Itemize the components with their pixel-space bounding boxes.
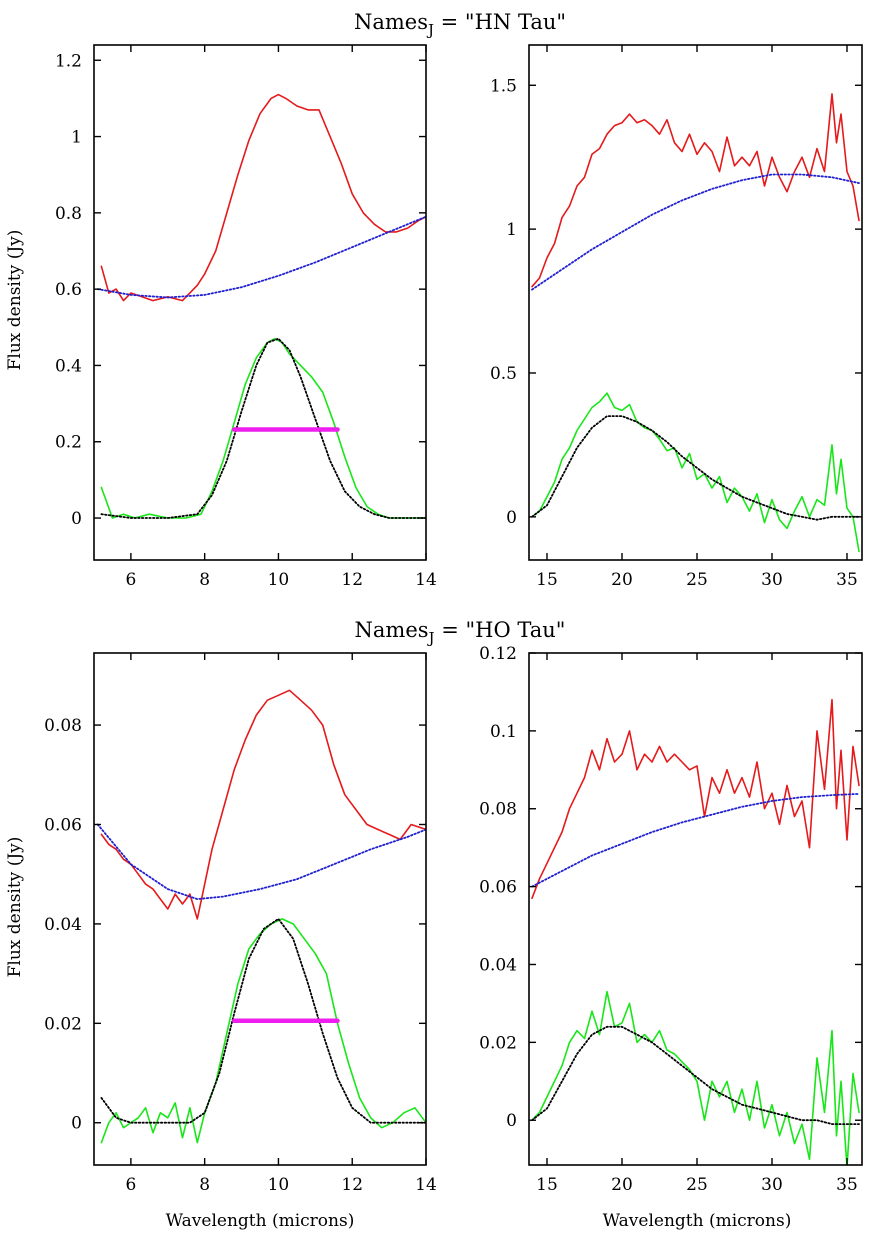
series-continuum — [531, 173, 860, 291]
y-tick-label: 0.02 — [479, 1033, 517, 1053]
panel-ho-tau-long: 15 20 25 30 35 0 0.02 0.04 0.06 0.08 0.1 0.12 — [479, 644, 863, 1195]
group-title-ho-tau: NamesJ = "HO Tau" — [355, 618, 566, 647]
series-continuum — [96, 823, 426, 900]
y-axis-label-top: Flux density (Jy) — [5, 230, 25, 371]
y-tick-label: 0.02 — [44, 1014, 82, 1034]
series-model — [100, 918, 426, 1124]
y-tick-label: 1 — [506, 220, 517, 240]
panel-hn-tau-long: 15 20 25 30 35 0 0.5 1 1.5 — [490, 44, 863, 590]
y-tick-label: 0.6 — [55, 280, 82, 300]
y-tick-label: 0.08 — [479, 800, 517, 820]
x-tick-label: 8 — [199, 1175, 210, 1195]
series-observed — [531, 698, 860, 900]
plot-area — [531, 698, 860, 1165]
panel-ho-tau-short: 6 8 10 12 14 0 0.02 0.04 0.06 0.08 — [44, 652, 437, 1195]
x-tick-label: 30 — [761, 570, 783, 590]
y-tick-label: 0.5 — [490, 364, 517, 384]
x-tick-label: 10 — [268, 570, 290, 590]
y-tick-label: 0.06 — [479, 878, 517, 898]
y-tick-label: 0 — [506, 508, 517, 528]
plot-frame — [528, 44, 863, 561]
y-tick-label: 0.06 — [44, 815, 82, 835]
series-continuum — [531, 793, 860, 888]
x-tick-label: 15 — [536, 1175, 558, 1195]
y-tick-label: 0.08 — [44, 716, 82, 736]
plot-area — [96, 689, 426, 1144]
x-tick-label: 35 — [836, 570, 858, 590]
y-tick-label: 0.04 — [44, 915, 82, 935]
y-tick-label: 0 — [71, 509, 82, 529]
series-residual — [100, 918, 426, 1144]
x-tick-label: 15 — [536, 570, 558, 590]
series-observed — [100, 689, 426, 920]
series-residual — [100, 337, 426, 519]
x-tick-label: 8 — [199, 570, 210, 590]
panel-hn-tau-short: 6 8 10 12 14 0 0.2 0.4 0.6 0.8 1 1.2 — [55, 44, 437, 590]
plot-frame — [93, 652, 427, 1166]
y-tick-label: 0.12 — [479, 644, 517, 664]
y-tick-label: 1.5 — [490, 76, 517, 96]
x-tick-label: 35 — [836, 1175, 858, 1195]
plot-area — [96, 93, 426, 519]
y-axis-label-bottom: Flux density (Jy) — [5, 837, 25, 978]
series-model — [100, 337, 426, 519]
series-residual — [531, 990, 860, 1165]
x-tick-label: 12 — [341, 1175, 363, 1195]
x-tick-label: 30 — [761, 1175, 783, 1195]
series-model — [531, 1025, 860, 1125]
y-tick-label: 0 — [506, 1111, 517, 1131]
y-tick-label: 0.8 — [55, 204, 82, 224]
group-title-hn-tau: NamesJ = "HN Tau" — [354, 10, 566, 39]
series-model — [531, 415, 860, 521]
series-continuum — [96, 215, 426, 299]
plot-frame — [528, 652, 863, 1166]
x-tick-label: 25 — [686, 570, 708, 590]
x-tick-label: 20 — [611, 570, 633, 590]
y-tick-label: 0.1 — [490, 722, 517, 742]
y-tick-label: 0.04 — [479, 955, 517, 975]
y-tick-label: 0 — [71, 1114, 82, 1134]
y-tick-label: 0.4 — [55, 356, 82, 376]
series-observed — [100, 93, 426, 302]
x-axis-label-right: Wavelength (microns) — [603, 1211, 792, 1231]
x-tick-label: 14 — [415, 1175, 437, 1195]
plot-area — [531, 93, 860, 553]
x-axis-label-left: Wavelength (microns) — [166, 1211, 355, 1231]
x-tick-label: 6 — [125, 570, 136, 590]
plot-frame — [93, 44, 427, 561]
x-tick-label: 20 — [611, 1175, 633, 1195]
x-tick-label: 25 — [686, 1175, 708, 1195]
x-tick-label: 14 — [415, 570, 437, 590]
y-tick-label: 1 — [71, 128, 82, 148]
y-tick-label: 0.2 — [55, 433, 82, 453]
series-observed — [531, 93, 860, 288]
x-tick-label: 10 — [268, 1175, 290, 1195]
x-tick-label: 6 — [125, 1175, 136, 1195]
series-residual — [531, 392, 860, 553]
x-tick-label: 12 — [341, 570, 363, 590]
y-tick-label: 1.2 — [55, 51, 82, 71]
